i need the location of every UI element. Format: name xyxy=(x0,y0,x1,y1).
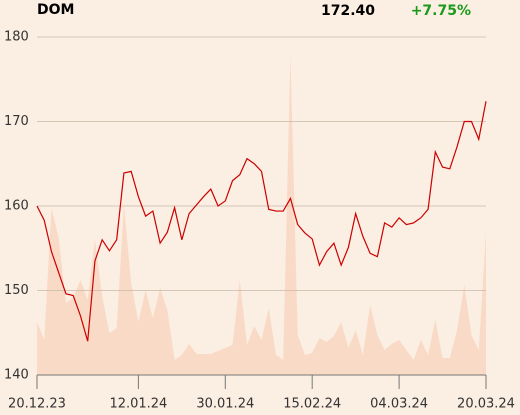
x-tick-label: 30.01.24 xyxy=(196,397,254,412)
last-price: 172.40 xyxy=(321,3,375,19)
x-tick-label: 12.01.24 xyxy=(109,397,167,412)
price-line xyxy=(36,101,487,342)
ticker: DOM xyxy=(37,2,74,18)
y-tick-label: 140 xyxy=(4,368,29,383)
x-tick-label: 20.12.23 xyxy=(8,397,66,412)
x-tick-label: 15.02.24 xyxy=(283,397,341,412)
y-tick-label: 150 xyxy=(4,283,29,298)
volume-area xyxy=(37,55,486,375)
y-tick-label: 160 xyxy=(4,199,29,214)
x-tick-label: 04.03.24 xyxy=(370,397,428,412)
y-tick-label: 170 xyxy=(4,114,29,129)
x-tick-label: 20.03.24 xyxy=(457,397,515,412)
price-change: +7.75% xyxy=(411,3,471,19)
y-tick-label: 180 xyxy=(4,30,29,45)
